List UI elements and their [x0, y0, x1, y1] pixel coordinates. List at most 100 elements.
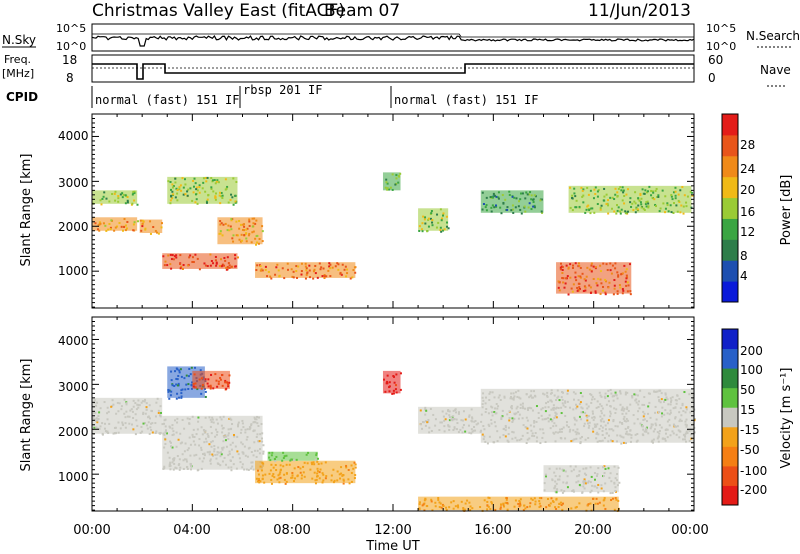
velocity-cell: [207, 378, 210, 381]
velocity-cell: [258, 448, 261, 451]
velocity-cell: [611, 491, 614, 494]
velocity-cell: [224, 439, 227, 442]
velocity-cell: [521, 434, 524, 437]
velocity-cell: [257, 477, 260, 480]
power-cbar-swatch-8: [722, 114, 738, 136]
velocity-cell: [424, 497, 427, 500]
velocity-cell: [178, 396, 181, 399]
power-cell: [172, 185, 175, 188]
power-cell: [594, 290, 597, 293]
velocity-cell: [203, 452, 206, 455]
velocity-cell: [180, 396, 183, 399]
power-cell: [631, 202, 634, 205]
velocity-cell: [158, 432, 161, 435]
power-cell: [603, 199, 606, 202]
velocity-cell: [458, 411, 461, 414]
velocity-cell: [136, 403, 139, 406]
velocity-cell: [530, 429, 533, 432]
velocity-cell: [539, 442, 542, 445]
velocity-cell: [543, 418, 546, 421]
velocity-cell: [101, 432, 104, 435]
velocity-cell: [202, 428, 205, 431]
power-cell: [171, 190, 174, 193]
velocity-cell: [115, 412, 118, 415]
velocity-cell: [428, 426, 431, 429]
velocity-cell: [354, 463, 357, 466]
velocity-cell: [666, 398, 669, 401]
velocity-cell: [195, 453, 198, 456]
velocity-cell: [246, 436, 249, 439]
velocity-cell: [439, 502, 442, 505]
velocity-cell: [452, 507, 455, 510]
velocity-cell: [598, 501, 601, 504]
velocity-cell: [554, 440, 557, 443]
velocity-cell: [350, 480, 353, 483]
velocity-cell: [123, 412, 126, 415]
velocity-cell: [561, 398, 564, 401]
power-cell: [571, 209, 574, 212]
velocity-cell: [583, 425, 586, 428]
velocity-cell: [252, 454, 255, 457]
velocity-cell: [324, 477, 327, 480]
velocity-cell: [675, 402, 678, 405]
velocity-cell: [274, 460, 277, 463]
power-cell: [181, 177, 184, 180]
velocity-cell: [250, 423, 253, 426]
power-cell: [139, 219, 142, 222]
velocity-cell: [419, 423, 422, 426]
velocity-cell: [528, 437, 531, 440]
power-cell: [519, 198, 522, 201]
velocity-cell: [173, 457, 176, 460]
velocity-cell: [604, 424, 607, 427]
velocity-cell: [491, 406, 494, 409]
velocity-cell: [190, 366, 193, 369]
velocity-cell: [486, 500, 489, 503]
velocity-cell: [117, 431, 120, 434]
velocity-cell: [521, 405, 524, 408]
velocity-cell: [192, 382, 195, 385]
power-cell: [194, 182, 197, 185]
velocity-cell: [292, 480, 295, 483]
velocity-cell: [262, 452, 265, 455]
power-cell: [179, 267, 182, 270]
power-cell: [232, 203, 235, 206]
velocity-cell: [130, 408, 133, 411]
power-cell: [111, 193, 114, 196]
velocity-cell: [514, 499, 517, 502]
power-cell: [626, 290, 629, 293]
velocity-cell: [566, 392, 569, 395]
velocity-cell: [602, 420, 605, 423]
power-cell: [622, 191, 625, 194]
power-cell: [388, 188, 391, 191]
power-cell: [658, 210, 661, 213]
velocity-cell: [228, 374, 231, 377]
power-cell: [635, 207, 638, 210]
velocity-cell: [239, 431, 242, 434]
velocity-cell: [589, 393, 592, 396]
power-cell: [295, 265, 298, 268]
power-cell: [620, 189, 623, 192]
power-cell: [656, 195, 659, 198]
power-cell: [122, 193, 125, 196]
velocity-cell: [590, 401, 593, 404]
power-cell: [625, 284, 628, 287]
power-cell: [141, 219, 144, 222]
velocity-cell: [316, 460, 319, 463]
velocity-cell: [185, 460, 188, 463]
velocity-cell: [604, 507, 607, 510]
power-cell: [179, 254, 182, 257]
velocity-cell: [577, 480, 580, 483]
power-cell: [255, 219, 258, 222]
velocity-cell: [193, 454, 196, 457]
velocity-cell: [187, 383, 190, 386]
vel-cbar-swatch-4: [722, 407, 738, 428]
velocity-cell: [184, 442, 187, 445]
velocity-cell: [207, 435, 210, 438]
velocity-cell: [192, 428, 195, 431]
power-cell: [205, 200, 208, 203]
velocity-cell: [516, 439, 519, 442]
velocity-cell: [224, 463, 227, 466]
velocity-cell: [603, 497, 606, 500]
velocity-cell: [660, 392, 663, 395]
power-cell: [683, 194, 686, 197]
